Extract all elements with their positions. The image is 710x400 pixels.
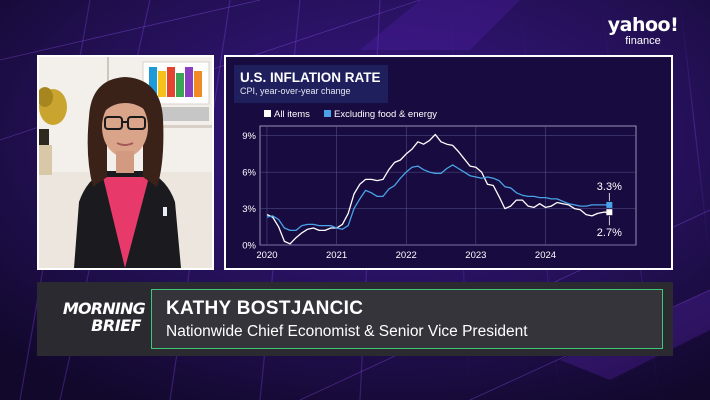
x-tick-label: 2020: [256, 250, 277, 261]
legend-swatch: [264, 110, 271, 117]
guest-video-feed: [37, 55, 214, 270]
morning-brief-logo: MORNING BRIEF: [47, 299, 146, 335]
logo-wordmark: yahoo!: [607, 14, 679, 36]
x-tick-label: 2024: [535, 250, 556, 261]
legend-label: All items: [274, 109, 310, 120]
x-tick-label: 2023: [465, 250, 486, 261]
all-items-end-marker: [606, 209, 613, 216]
show-logo-line1: MORNING: [62, 299, 146, 318]
chart-subtitle: CPI, year-over-year change: [240, 86, 351, 96]
plant: [39, 87, 67, 175]
guest-video-image: [39, 57, 212, 268]
x-tick-label: 2022: [396, 250, 417, 261]
y-tick-label: 9%: [242, 131, 256, 142]
y-tick-label: 3%: [242, 204, 256, 215]
chart-title: U.S. INFLATION RATE: [240, 70, 381, 85]
all-items-end-label: 2.7%: [597, 227, 622, 239]
guest-name-box: KATHY BOSTJANCIC Nationwide Chief Econom…: [151, 289, 663, 349]
legend-label: Excluding food & energy: [334, 109, 437, 120]
x-tick-label: 2021: [326, 250, 347, 261]
series-line-core: [266, 164, 610, 232]
inflation-chart-panel: U.S. INFLATION RATE CPI, year-over-year …: [224, 55, 673, 270]
y-tick-label: 6%: [242, 168, 256, 179]
guest-name: KATHY BOSTJANCIC: [166, 298, 364, 319]
y-tick-label: 0%: [242, 241, 256, 252]
logo-subtitle: finance: [625, 35, 661, 47]
inflation-line-chart: 0% 3% 6% 9% 2020 2021 2022 2023 2024 All items Exc…: [242, 109, 637, 261]
chart-title-box: U.S. INFLATION RATE CPI, year-over-year …: [234, 65, 388, 103]
show-logo-line2: BRIEF: [91, 316, 141, 335]
legend-swatch: [324, 110, 331, 117]
guest-title: Nationwide Chief Economist & Senior Vice…: [166, 323, 528, 340]
series-line-all-items: [266, 133, 610, 245]
lower-third-banner: MORNING BRIEF KATHY BOSTJANCIC Nationwid…: [37, 282, 673, 356]
yahoo-finance-logo: yahoo! finance: [598, 14, 688, 54]
core-end-marker: [606, 201, 613, 208]
guest-person: [74, 77, 181, 268]
core-end-label: 3.3%: [597, 181, 622, 193]
